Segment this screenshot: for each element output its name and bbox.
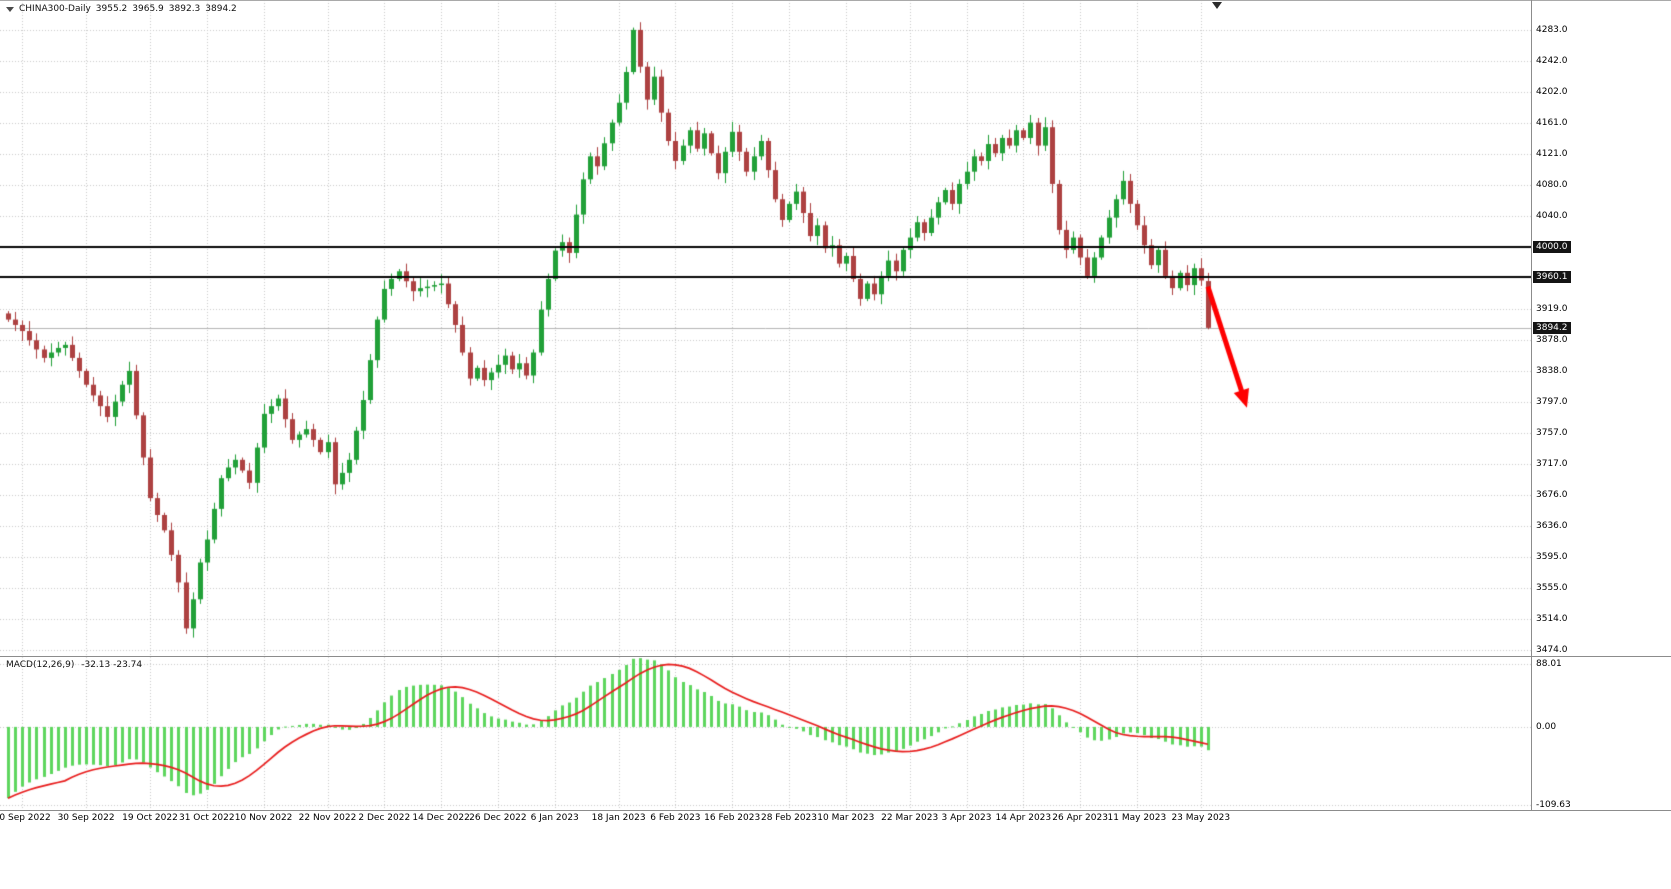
- time-axis-label: 10 Mar 2023: [817, 813, 875, 823]
- time-axis-label: 6 Jan 2023: [530, 813, 579, 823]
- time-axis-label: 18 Jan 2023: [591, 813, 646, 823]
- price-axis-label: 3797.0: [1536, 397, 1568, 408]
- price-axis-label: 3636.0: [1536, 520, 1568, 531]
- macd-scale-label: 88.01: [1536, 658, 1562, 669]
- time-axis-label: 14 Apr 2023: [995, 813, 1052, 823]
- price-axis-label: 4202.0: [1536, 86, 1568, 97]
- price-axis-separator: [1531, 0, 1532, 810]
- time-axis-label: 11 May 2023: [1107, 813, 1167, 823]
- price-axis-label: 4121.0: [1536, 149, 1568, 160]
- time-axis-label: 20 Sep 2022: [0, 813, 51, 823]
- price-axis-label: 3717.0: [1536, 458, 1568, 469]
- chart-symbol-period: CHINA300-Daily: [19, 4, 91, 14]
- price-axis-label: 3474.0: [1536, 644, 1568, 655]
- time-axis-label: 26 Apr 2023: [1052, 813, 1108, 823]
- macd-scale-label: 0.00: [1536, 721, 1557, 732]
- price-axis-label: 4161.0: [1536, 118, 1568, 129]
- price-axis-label: 4242.0: [1536, 56, 1568, 67]
- bar-high-value: 3965.9: [132, 4, 164, 14]
- bar-open-value: 3955.2: [95, 4, 128, 14]
- time-axis-label: 30 Sep 2022: [57, 813, 115, 823]
- price-axis-label: 3919.0: [1536, 303, 1568, 314]
- price-axis-label: 3757.0: [1536, 427, 1568, 438]
- time-axis-label: 6 Feb 2023: [650, 813, 701, 823]
- time-axis-label: 23 May 2023: [1171, 813, 1231, 823]
- time-axis-label: 2 Dec 2022: [358, 813, 411, 823]
- price-axis-label: 3595.0: [1536, 552, 1568, 563]
- price-axis-label: 3676.0: [1536, 490, 1568, 501]
- macd-name: MACD(12,26,9): [6, 660, 75, 670]
- time-axis-label: 3 Apr 2023: [941, 813, 992, 823]
- price-level-label-box: 3960.1: [1533, 271, 1571, 284]
- bar-close-value: 3894.2: [205, 4, 237, 14]
- time-axis-label: 28 Feb 2023: [760, 813, 817, 823]
- price-axis-label: 3555.0: [1536, 582, 1568, 593]
- price-axis-label: 4080.0: [1536, 180, 1568, 191]
- time-axis-label: 19 Oct 2022: [122, 813, 178, 823]
- time-axis-separator: [0, 810, 1671, 811]
- price-axis-label: 4283.0: [1536, 24, 1568, 35]
- time-axis-label: 16 Feb 2023: [704, 813, 761, 823]
- chart-title-overlay: CHINA300-Daily 3955.2 3965.9 3892.3 3894…: [6, 4, 237, 14]
- chart-frame-top: [0, 0, 1671, 1]
- price-level-label-box: 4000.0: [1533, 240, 1571, 253]
- time-axis-label: 14 Dec 2022: [412, 813, 470, 823]
- time-axis-label: 31 Oct 2022: [178, 813, 235, 823]
- price-axis-label: 3514.0: [1536, 614, 1568, 625]
- macd-values: -32.13 -23.74: [81, 660, 143, 670]
- symbol-dropdown-icon[interactable]: [6, 6, 14, 12]
- time-axis-label: 22 Mar 2023: [881, 813, 939, 823]
- price-axis-label: 3838.0: [1536, 365, 1568, 376]
- macd-indicator-label: MACD(12,26,9) -32.13 -23.74: [6, 660, 146, 670]
- chart-canvas[interactable]: [0, 0, 1531, 810]
- price-axis-label: 4040.0: [1536, 211, 1568, 222]
- price-axis-label: 3878.0: [1536, 335, 1568, 346]
- time-axis-label: 22 Nov 2022: [298, 813, 357, 823]
- bar-low-value: 3892.3: [168, 4, 201, 14]
- macd-panel-separator[interactable]: [0, 656, 1671, 657]
- time-axis-label: 10 Nov 2022: [234, 813, 293, 823]
- time-axis-label: 26 Dec 2022: [469, 813, 527, 823]
- current-price-label-box: 3894.2: [1533, 321, 1571, 334]
- macd-scale-label: -109.63: [1536, 800, 1571, 811]
- chart-shift-marker-icon[interactable]: [1212, 2, 1222, 9]
